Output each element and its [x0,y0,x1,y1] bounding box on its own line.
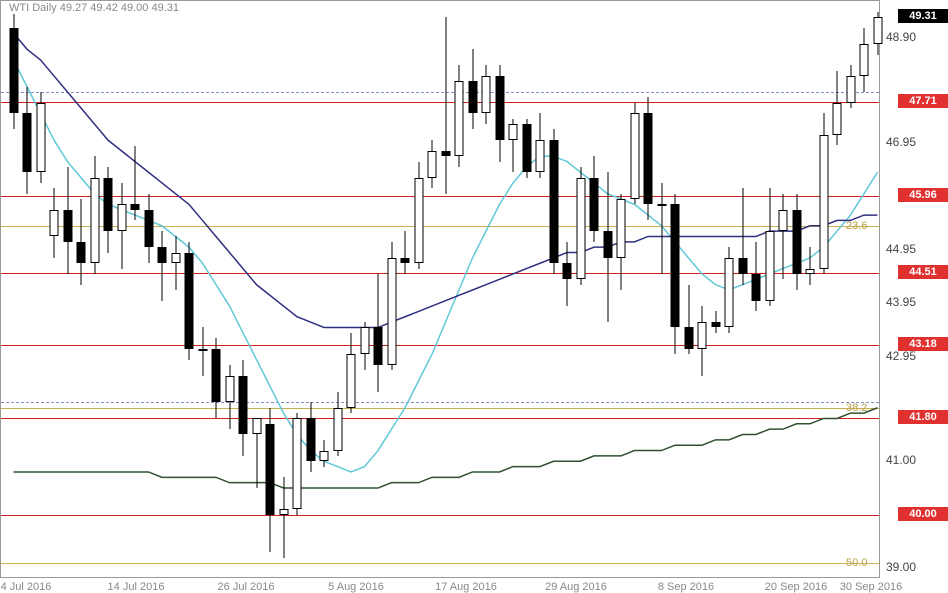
price-level-label: 41.80 [898,410,948,424]
chart-title: WTI Daily 49.27 49.42 49.00 49.31 [9,2,179,14]
horizontal-line [1,196,879,197]
candlestick-chart: WTI Daily 49.27 49.42 49.00 49.31 4 Jul … [0,0,948,593]
horizontal-line [1,92,879,93]
price-level-label: 44.51 [898,265,948,279]
horizontal-line [1,408,879,409]
price-level-label: 43.18 [898,337,948,351]
x-tick-label: 30 Sep 2016 [840,581,902,593]
horizontal-line [1,563,879,564]
y-tick-label: 39.00 [880,560,948,574]
current-price-label: 49.31 [898,9,948,23]
fibonacci-label: 23.6 [846,220,867,232]
y-tick-label: 42.95 [880,349,948,363]
fibonacci-label: 50.0 [846,557,867,569]
moving-averages [1,1,881,579]
horizontal-line [1,418,879,419]
y-tick-label: 44.95 [880,242,948,256]
y-tick-label: 48.90 [880,30,948,44]
y-tick-label: 46.95 [880,135,948,149]
y-axis: 48.90 46.95 44.95 43.95 42.95 41.00 39.00 47.71… [880,0,948,578]
horizontal-line [1,102,879,103]
horizontal-line [1,345,879,346]
fibonacci-label: 38.2 [846,402,867,414]
price-level-label: 40.00 [898,507,948,521]
horizontal-line [1,226,879,227]
horizontal-line [1,402,879,403]
x-tick-label: 20 Sep 2016 [765,581,827,593]
ma_very_long-line [14,408,878,488]
x-tick-label: 29 Aug 2016 [545,581,607,593]
y-tick-label: 41.00 [880,453,948,467]
horizontal-line [1,515,879,516]
price-level-label: 45.96 [898,188,948,202]
horizontal-line [1,273,879,274]
x-tick-label: 4 Jul 2016 [1,581,52,593]
x-tick-label: 5 Aug 2016 [328,581,384,593]
x-tick-label: 26 Jul 2016 [218,581,275,593]
chart-plot-area[interactable]: WTI Daily 49.27 49.42 49.00 49.31 4 Jul … [0,0,880,578]
price-level-label: 47.71 [898,94,948,108]
x-tick-label: 14 Jul 2016 [108,581,165,593]
x-tick-label: 17 Aug 2016 [435,581,497,593]
x-tick-label: 8 Sep 2016 [658,581,714,593]
y-tick-label: 43.95 [880,295,948,309]
